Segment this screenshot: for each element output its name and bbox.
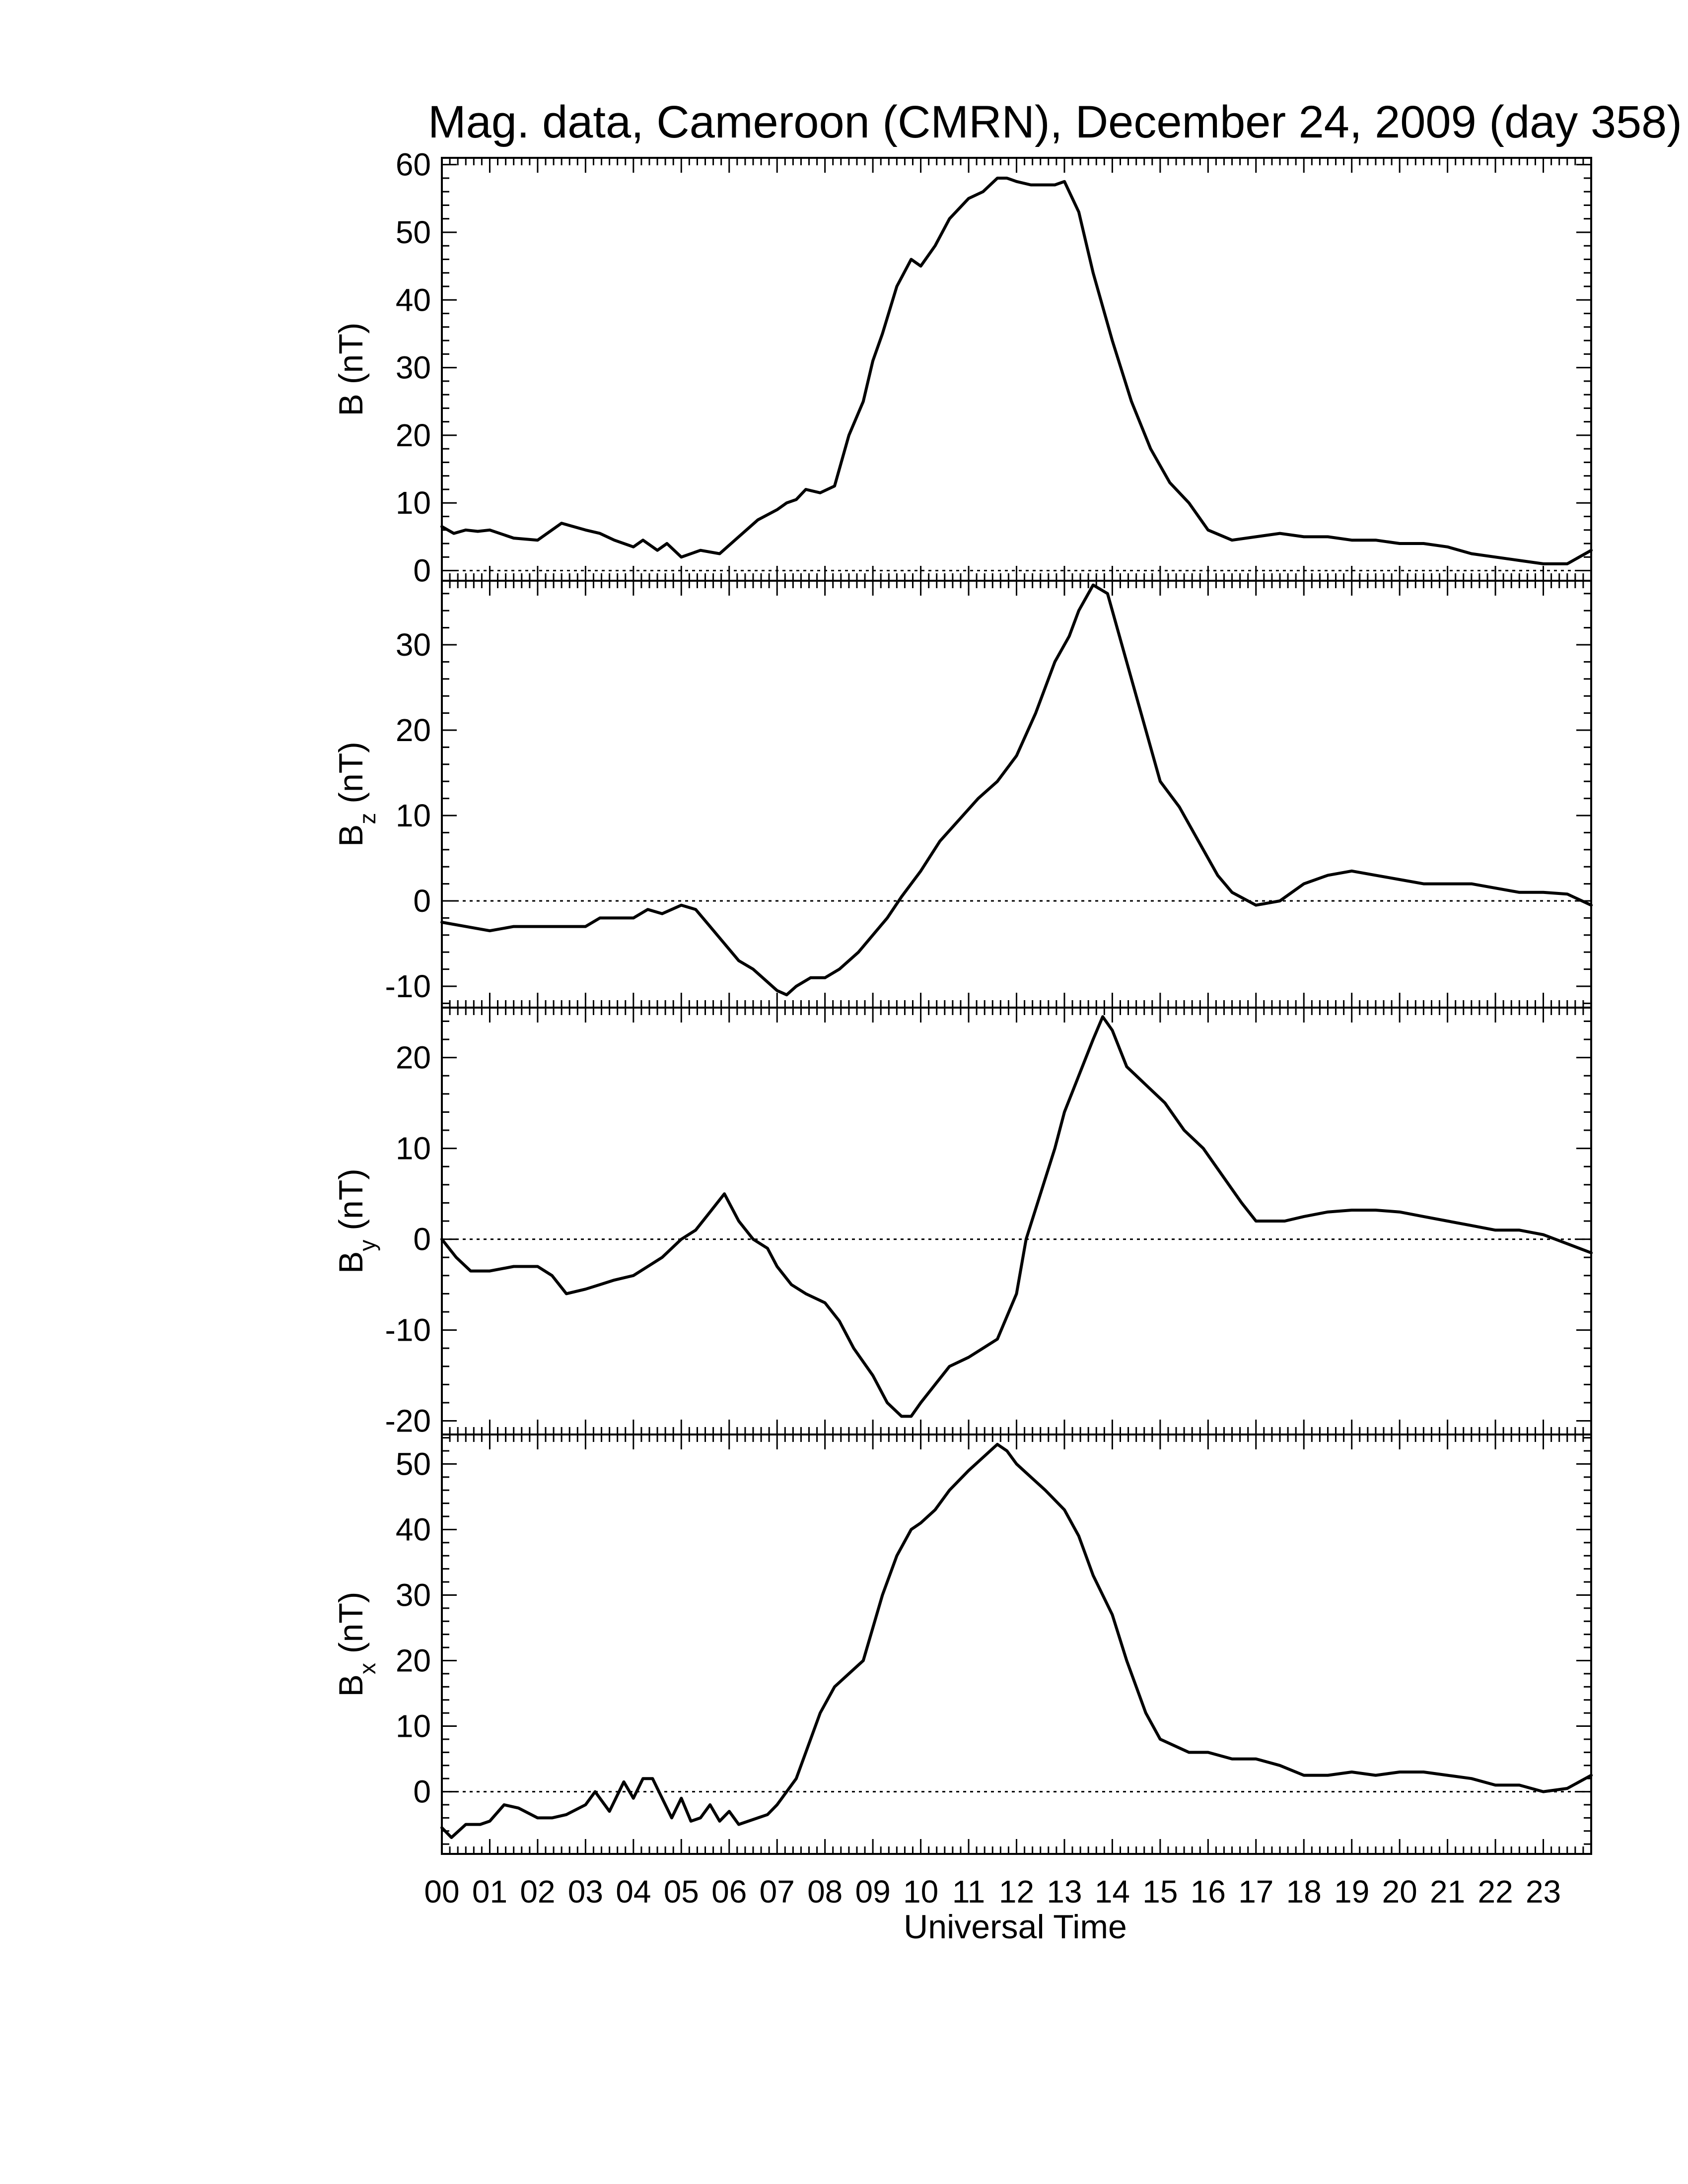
x-tick-label: 07 bbox=[760, 1874, 795, 1910]
y-tick-label: -10 bbox=[385, 968, 431, 1004]
y-tick-label: 10 bbox=[396, 1131, 431, 1166]
y-tick-label: 50 bbox=[396, 1446, 431, 1482]
y-axis-title-main: B bbox=[332, 824, 370, 847]
y-axis-title: By (nT) bbox=[332, 1168, 380, 1274]
panel-by: -20 -10 0 10 20 By (nT) bbox=[332, 1007, 1593, 1439]
x-tick-label: 13 bbox=[1047, 1874, 1082, 1910]
x-tick-label: 09 bbox=[855, 1874, 891, 1910]
y-tick-label: 20 bbox=[396, 1643, 431, 1679]
x-tick-label: 01 bbox=[472, 1874, 507, 1910]
x-tick-label: 11 bbox=[952, 1874, 985, 1910]
x-tick-label: 19 bbox=[1334, 1874, 1369, 1910]
y-axis-title-subscript: x bbox=[354, 1663, 380, 1674]
x-tick-label: 21 bbox=[1430, 1874, 1465, 1910]
y-tick-label: -20 bbox=[385, 1403, 431, 1439]
y-axis-title-main: B bbox=[332, 394, 370, 416]
plot-frame bbox=[441, 1433, 1592, 1855]
trace-b bbox=[440, 176, 1593, 565]
y-axis-title-unit: (nT) bbox=[332, 323, 370, 394]
x-tick-label: 20 bbox=[1382, 1874, 1417, 1910]
x-tick-label: 08 bbox=[807, 1874, 843, 1910]
panel-bz: -10 0 10 20 30 Bz (nT) bbox=[332, 580, 1593, 1009]
x-tick-label: 10 bbox=[903, 1874, 938, 1910]
x-tick-label: 05 bbox=[664, 1874, 699, 1910]
y-tick-label: 10 bbox=[396, 798, 431, 833]
y-axis-title-unit: (nT) bbox=[332, 742, 370, 813]
y-tick-label: 40 bbox=[396, 282, 431, 318]
y-tick-label: 30 bbox=[396, 627, 431, 663]
y-tick-label: 0 bbox=[413, 553, 431, 589]
y-tick-label: 20 bbox=[396, 1040, 431, 1076]
y-tick-label: 50 bbox=[396, 214, 431, 250]
y-tick-label: -10 bbox=[385, 1312, 431, 1348]
y-tick-label: 0 bbox=[413, 1222, 431, 1257]
y-tick-label: 30 bbox=[396, 350, 431, 386]
trace-bz bbox=[440, 583, 1593, 997]
y-axis-title: B (nT) bbox=[332, 323, 370, 416]
plot-frame bbox=[441, 1007, 1592, 1435]
y-tick-label: 30 bbox=[396, 1577, 431, 1613]
x-tick-label: 03 bbox=[568, 1874, 603, 1910]
plot-frame bbox=[441, 157, 1592, 582]
x-tick-label: 15 bbox=[1142, 1874, 1178, 1910]
y-axis-title-main: B bbox=[332, 1674, 370, 1697]
y-axis-title-main: B bbox=[332, 1251, 370, 1274]
x-axis-title: Universal Time bbox=[904, 1908, 1127, 1946]
y-tick-label: 0 bbox=[413, 883, 431, 919]
x-tick-label: 18 bbox=[1286, 1874, 1322, 1910]
y-axis-title-unit: (nT) bbox=[332, 1592, 370, 1663]
y-tick-label: 0 bbox=[413, 1774, 431, 1810]
y-axis-title: Bx (nT) bbox=[332, 1592, 380, 1697]
y-axis-title-unit: (nT) bbox=[332, 1168, 370, 1240]
x-tick-label: 12 bbox=[999, 1874, 1034, 1910]
figure-title: Mag. data, Cameroon (CMRN), December 24,… bbox=[428, 97, 1682, 147]
y-tick-label: 10 bbox=[396, 1708, 431, 1744]
x-tick-label: 02 bbox=[520, 1874, 555, 1910]
y-tick-label: 20 bbox=[396, 417, 431, 453]
x-tick-label: 17 bbox=[1238, 1874, 1273, 1910]
x-tick-label: 22 bbox=[1477, 1874, 1513, 1910]
panel-b: 0 10 20 30 40 50 60 B (nT) bbox=[332, 147, 1593, 589]
panel-bx: 0 10 20 30 40 50 Bx (nT) bbox=[332, 1433, 1593, 1855]
y-tick-label: 40 bbox=[396, 1511, 431, 1547]
y-axis-title-subscript: y bbox=[354, 1240, 380, 1251]
y-tick-label: 60 bbox=[396, 147, 431, 183]
x-tick-label: 04 bbox=[616, 1874, 651, 1910]
y-tick-label: 20 bbox=[396, 712, 431, 748]
x-tick-label: 16 bbox=[1191, 1874, 1226, 1910]
x-tick-label: 00 bbox=[424, 1874, 459, 1910]
y-axis-title: Bz (nT) bbox=[332, 742, 380, 847]
y-axis-title-subscript: z bbox=[354, 813, 380, 824]
x-tick-label: 14 bbox=[1095, 1874, 1130, 1910]
plot-frame bbox=[441, 580, 1592, 1009]
x-tick-label: 23 bbox=[1526, 1874, 1561, 1910]
x-tick-label: 06 bbox=[711, 1874, 747, 1910]
trace-bx bbox=[440, 1442, 1593, 1839]
trace-by bbox=[440, 1015, 1593, 1418]
y-tick-label: 10 bbox=[396, 485, 431, 521]
